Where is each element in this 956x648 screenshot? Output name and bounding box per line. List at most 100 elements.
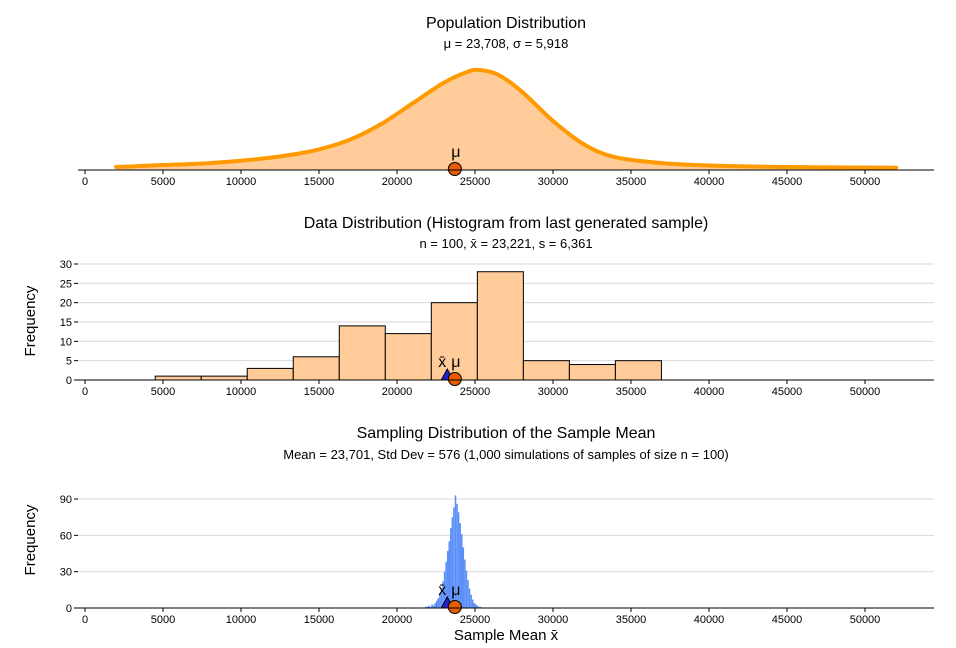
sampling-plot: x̄ μ [425,495,482,614]
sampling-bar [457,512,460,608]
sampling-y-tick-label: 60 [60,530,72,542]
histogram-subtitle: n = 100, x̄ = 23,221, s = 6,361 [419,236,592,251]
population-x-tick-label: 35000 [616,176,647,188]
histogram-bar [568,364,616,381]
sampling-mu-label: μ [451,582,460,599]
sampling-bar [429,606,432,608]
population-subtitle: μ = 23,708, σ = 5,918 [444,36,569,51]
sampling-x-tick-label: 20000 [382,614,413,626]
sampling-bar [473,603,475,608]
sampling-bar [437,598,440,608]
histogram-x-tick-label: 45000 [772,386,803,398]
histogram-x-tick-label: 50000 [850,386,881,398]
histogram-x-tick-label: 5000 [151,386,175,398]
histogram-plot: x̄ μ [154,271,662,386]
histogram-y-tick-label: 5 [66,356,72,368]
sampling-x-tick-label: 5000 [151,614,175,626]
histogram-mu-marker [447,372,462,386]
sampling-bar [456,503,458,608]
histogram-bar [476,271,524,381]
sampling-subtitle: Mean = 23,701, Std Dev = 576 (1,000 simu… [283,447,729,462]
sampling-panel: Sampling Distribution of the Sample Mean… [22,425,934,644]
population-density-line [114,67,899,170]
sampling-x-tick-label: 25000 [460,614,491,626]
sampling-bar [443,571,446,608]
population-x-tick-label: 50000 [850,176,881,188]
sampling-x-tick-label: 35000 [616,614,647,626]
sampling-bar [440,589,443,608]
histogram-bar [200,375,248,381]
histogram-y-label: Frequency [22,285,39,356]
sampling-mu-marker [447,600,462,614]
population-panel: Population Distribution μ = 23,708, σ = … [78,15,934,188]
sampling-y-tick-label: 30 [60,567,72,579]
sampling-bar [439,593,441,608]
sampling-x-tick-label: 30000 [538,614,569,626]
sampling-xbar-label: x̄ [438,582,446,599]
population-mu-marker [447,162,462,176]
population-x-tick-label: 40000 [694,176,725,188]
histogram-x-axis: 0 5000 10000 15000 20000 25000 30000 35000 40000… [82,380,880,398]
population-x-tick-label: 10000 [226,176,257,188]
sampling-title: Sampling Distribution of the Sample Mean [357,425,656,442]
sampling-y-tick-label: 0 [66,603,72,615]
population-x-tick-label: 15000 [304,176,335,188]
sampling-x-tick-label: 45000 [772,614,803,626]
histogram-y-tick-label: 20 [60,298,72,310]
histogram-title: Data Distribution (Histogram from last g… [304,215,709,232]
sampling-bar [478,606,480,608]
histogram-x-tick-label: 30000 [538,386,569,398]
population-x-tick-label: 45000 [772,176,803,188]
sampling-bar [475,604,477,608]
histogram-y-tick-label: 25 [60,278,72,290]
population-title: Population Distribution [426,15,586,32]
histogram-x-tick-label: 15000 [304,386,335,398]
sampling-bar [436,600,438,608]
histogram-y-tick-label: 10 [60,336,72,348]
population-mu-label: μ [451,144,460,161]
histogram-y-tick-label: 15 [60,317,72,329]
sampling-bar [450,528,452,608]
sampling-x-tick-label: 40000 [694,614,725,626]
sampling-bar [428,605,430,608]
histogram-x-tick-label: 20000 [382,386,413,398]
sampling-bar [431,604,433,608]
sampling-bar [426,606,429,608]
population-x-tick-label: 20000 [382,176,413,188]
population-x-tick-label: 30000 [538,176,569,188]
sampling-bar [453,507,455,608]
histogram-x-tick-label: 10000 [226,386,257,398]
sampling-bar [460,534,463,608]
sampling-x-tick-label: 10000 [226,614,257,626]
population-x-tick-label: 25000 [460,176,491,188]
sampling-bar [454,495,457,608]
sampling-bar [462,547,465,608]
histogram-mu-label: μ [451,354,460,371]
sampling-bar [468,588,471,608]
population-density-area [116,69,897,170]
histogram-bar [246,367,294,381]
sampling-bar [465,570,468,608]
sampling-bar [476,605,479,608]
sampling-bar [479,606,482,608]
histogram-x-tick-label: 25000 [460,386,491,398]
population-x-axis: 0 5000 10000 15000 20000 25000 30000 35000 40000… [82,170,880,188]
sampling-bar [464,559,466,608]
histogram-bar [338,325,386,381]
population-plot: μ [114,67,899,176]
histogram-x-tick-label: 35000 [616,386,647,398]
sampling-bar [446,551,449,608]
sampling-bar [432,605,435,608]
histogram-y-tick-label: 30 [60,259,72,271]
sampling-bar [434,603,436,608]
histogram-xbar-label: x̄ [438,354,446,371]
histogram-x-tick-label: 0 [82,386,88,398]
sampling-x-tick-label: 15000 [304,614,335,626]
histogram-bar [384,333,432,381]
sampling-bar [470,594,472,608]
population-x-tick-label: 0 [82,176,88,188]
population-x-tick-label: 5000 [151,176,175,188]
sampling-bar [425,606,427,608]
